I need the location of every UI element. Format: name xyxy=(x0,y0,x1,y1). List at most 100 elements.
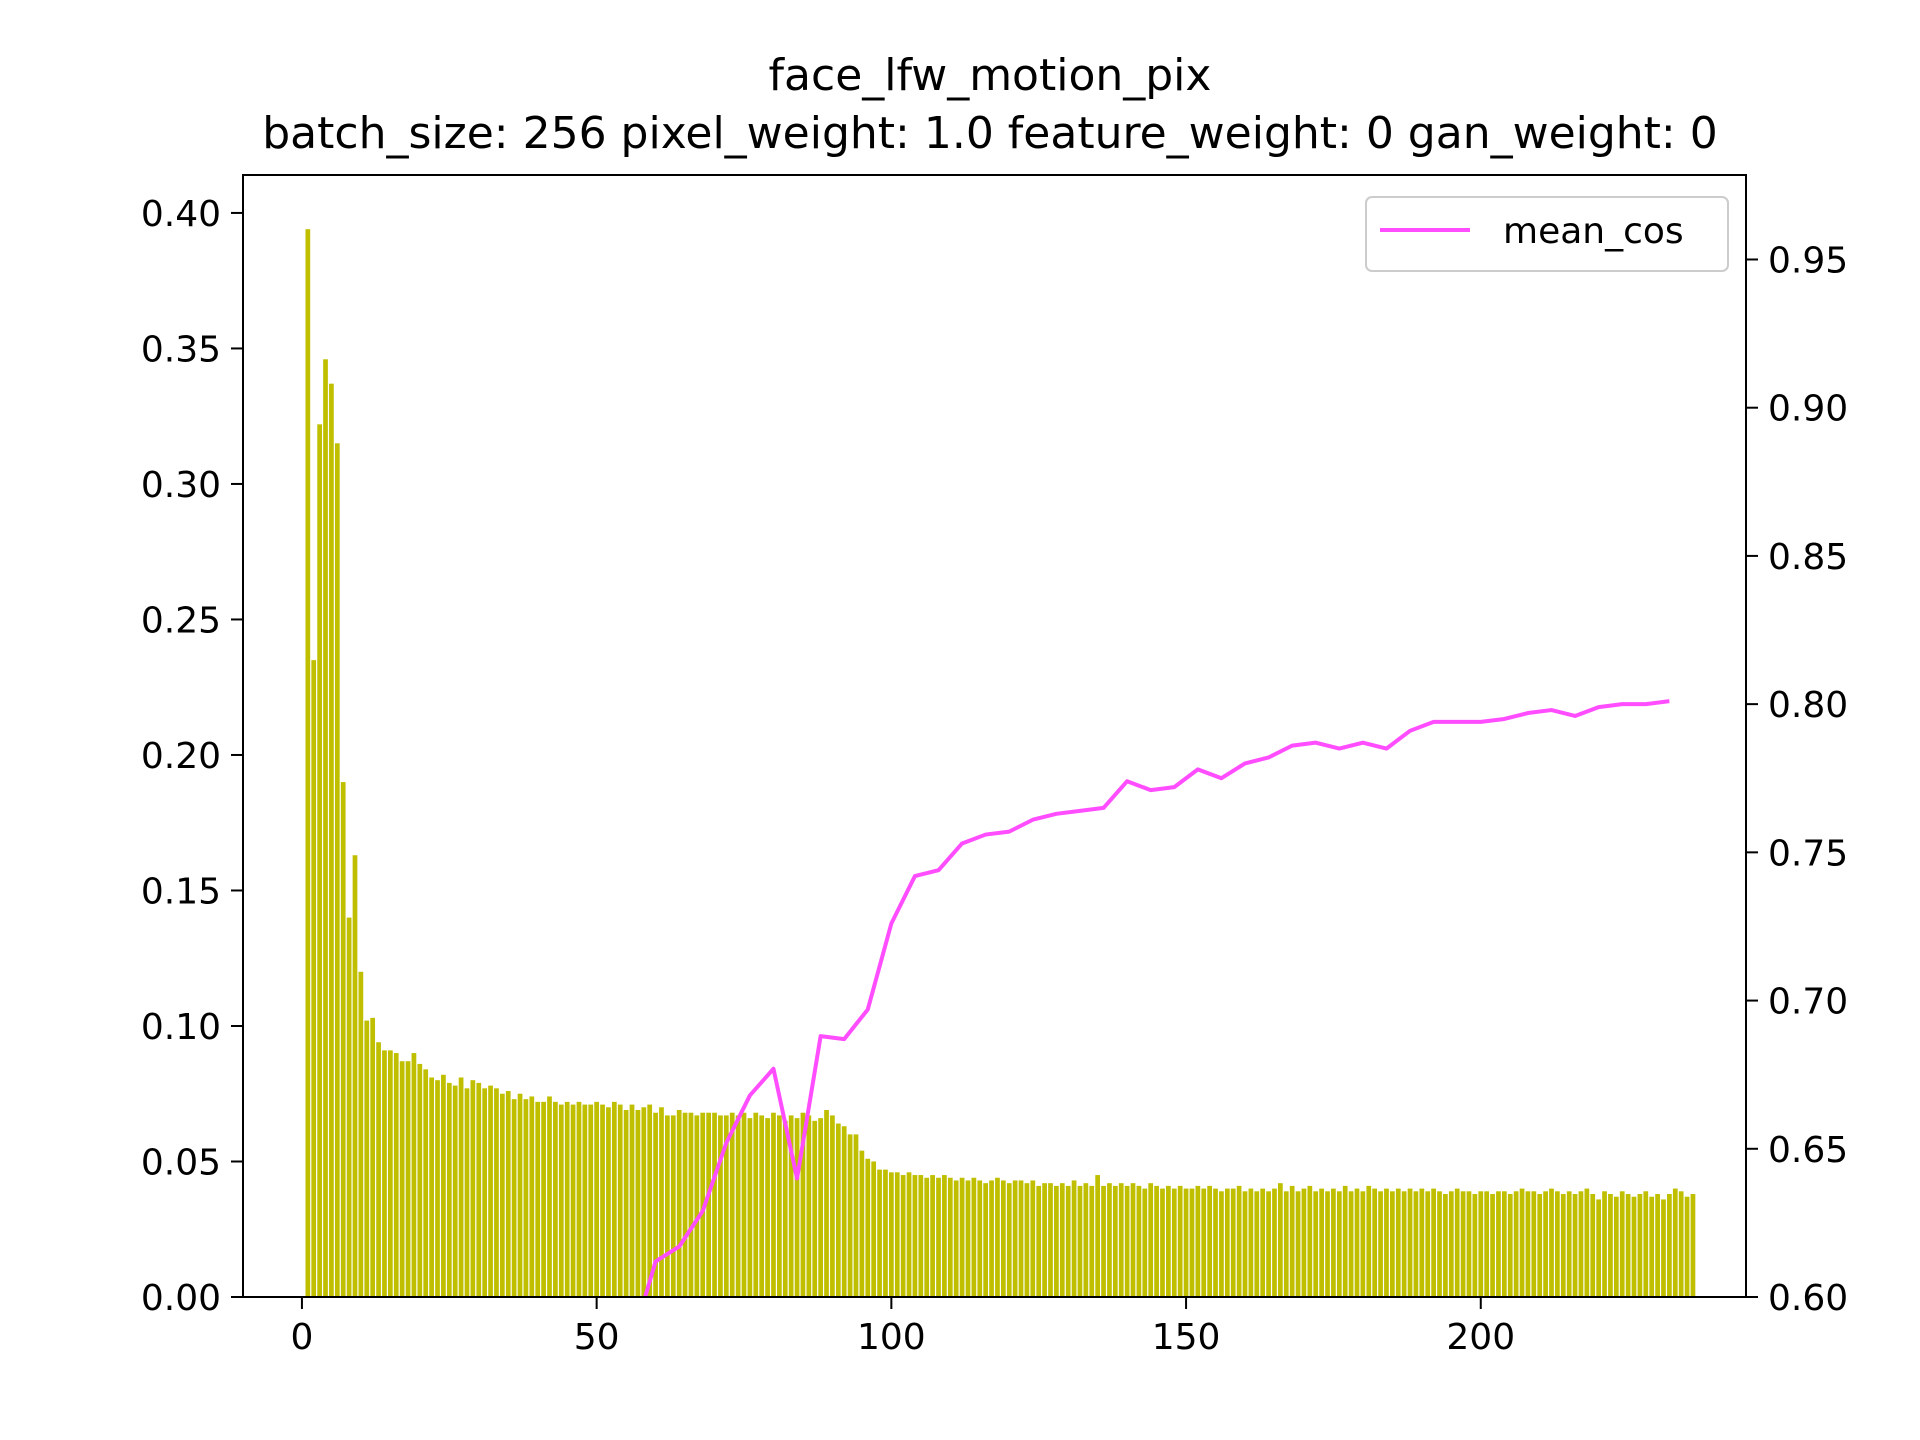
line-series-mean-cos xyxy=(643,699,1670,1297)
bar xyxy=(1490,1194,1495,1297)
bar xyxy=(1213,1188,1218,1297)
bar xyxy=(1278,1183,1283,1297)
bar xyxy=(505,1091,511,1297)
bar xyxy=(1608,1194,1613,1297)
bar xyxy=(635,1110,641,1297)
bar xyxy=(629,1104,635,1297)
bar xyxy=(1678,1191,1684,1297)
y2-tick-label: 0.60 xyxy=(1768,1278,1848,1319)
bar xyxy=(1537,1194,1543,1297)
y2-tick-label: 0.65 xyxy=(1768,1130,1848,1171)
bar xyxy=(305,229,311,1298)
bar xyxy=(1672,1188,1678,1297)
bar xyxy=(1566,1191,1572,1297)
bar xyxy=(1519,1188,1525,1297)
bar xyxy=(659,1107,664,1297)
bar xyxy=(1124,1185,1130,1297)
bar xyxy=(1384,1188,1389,1297)
bar xyxy=(812,1120,818,1297)
bar xyxy=(558,1104,564,1297)
bar xyxy=(1460,1191,1466,1297)
bar xyxy=(1142,1188,1148,1297)
bar xyxy=(623,1110,629,1297)
bar xyxy=(352,855,358,1297)
bar xyxy=(883,1169,888,1297)
bar xyxy=(1336,1191,1342,1297)
y2-tick-label: 0.95 xyxy=(1768,240,1848,281)
bar xyxy=(600,1104,605,1297)
bar xyxy=(1596,1199,1602,1297)
bar xyxy=(547,1096,552,1297)
bar xyxy=(1289,1185,1295,1297)
bar xyxy=(1360,1191,1366,1297)
bar xyxy=(1443,1194,1448,1297)
bar xyxy=(729,1112,735,1297)
bar xyxy=(1183,1188,1189,1297)
bar xyxy=(1307,1185,1313,1297)
bar xyxy=(564,1101,570,1297)
bar xyxy=(1166,1185,1171,1297)
bar xyxy=(1649,1196,1655,1297)
bar xyxy=(653,1112,658,1297)
bar xyxy=(1071,1180,1077,1297)
bar xyxy=(1560,1194,1566,1297)
bar xyxy=(1048,1183,1053,1297)
bar xyxy=(1507,1194,1513,1297)
bar xyxy=(1690,1194,1696,1297)
bar xyxy=(965,1180,971,1297)
x-tick-label: 50 xyxy=(574,1317,620,1358)
bar xyxy=(1625,1194,1631,1297)
bar xyxy=(847,1134,853,1297)
x-tick-label: 200 xyxy=(1446,1317,1515,1358)
y2-tick-label: 0.75 xyxy=(1768,833,1848,874)
bar xyxy=(1549,1188,1554,1297)
bar xyxy=(576,1101,582,1297)
bar xyxy=(1036,1185,1042,1297)
bar xyxy=(1631,1196,1637,1297)
bar xyxy=(606,1107,611,1297)
y2-tick-label: 0.85 xyxy=(1768,537,1848,578)
bar xyxy=(753,1112,759,1297)
bar xyxy=(818,1118,823,1297)
bar xyxy=(1419,1188,1425,1297)
y2-tick-label: 0.80 xyxy=(1768,685,1848,726)
bar xyxy=(1543,1191,1548,1297)
bar xyxy=(983,1183,989,1297)
x-tick-label: 150 xyxy=(1152,1317,1221,1358)
bar xyxy=(582,1104,588,1297)
bar xyxy=(429,1077,434,1297)
bar xyxy=(1107,1183,1112,1297)
bar xyxy=(1171,1188,1177,1297)
bar xyxy=(747,1118,753,1297)
x-axis: 0 50 100 150 200 xyxy=(290,1297,1515,1358)
y-tick-label: 0.10 xyxy=(141,1007,221,1048)
bar xyxy=(1313,1191,1319,1297)
bar xyxy=(523,1099,529,1297)
bar xyxy=(1148,1183,1154,1297)
bar xyxy=(1207,1185,1212,1297)
bar xyxy=(1283,1191,1289,1297)
bar xyxy=(446,1082,452,1297)
bar xyxy=(1667,1194,1672,1297)
bar xyxy=(399,1061,405,1297)
bar xyxy=(464,1088,470,1297)
bar xyxy=(1024,1183,1030,1297)
bar xyxy=(971,1177,977,1297)
x-tick-label: 0 xyxy=(290,1317,313,1358)
bar xyxy=(1201,1188,1207,1297)
bar xyxy=(741,1112,747,1297)
bar xyxy=(1637,1194,1643,1297)
bar xyxy=(894,1172,900,1297)
bar xyxy=(1643,1191,1649,1297)
bar xyxy=(841,1126,847,1297)
bar xyxy=(824,1110,829,1297)
bar xyxy=(1112,1185,1118,1297)
bar xyxy=(830,1115,835,1297)
bar xyxy=(1319,1188,1324,1297)
bar xyxy=(771,1112,776,1297)
bar xyxy=(1272,1188,1277,1297)
bar xyxy=(806,1115,812,1297)
bar xyxy=(694,1115,700,1297)
bar xyxy=(1054,1185,1059,1297)
bar xyxy=(1501,1191,1507,1297)
